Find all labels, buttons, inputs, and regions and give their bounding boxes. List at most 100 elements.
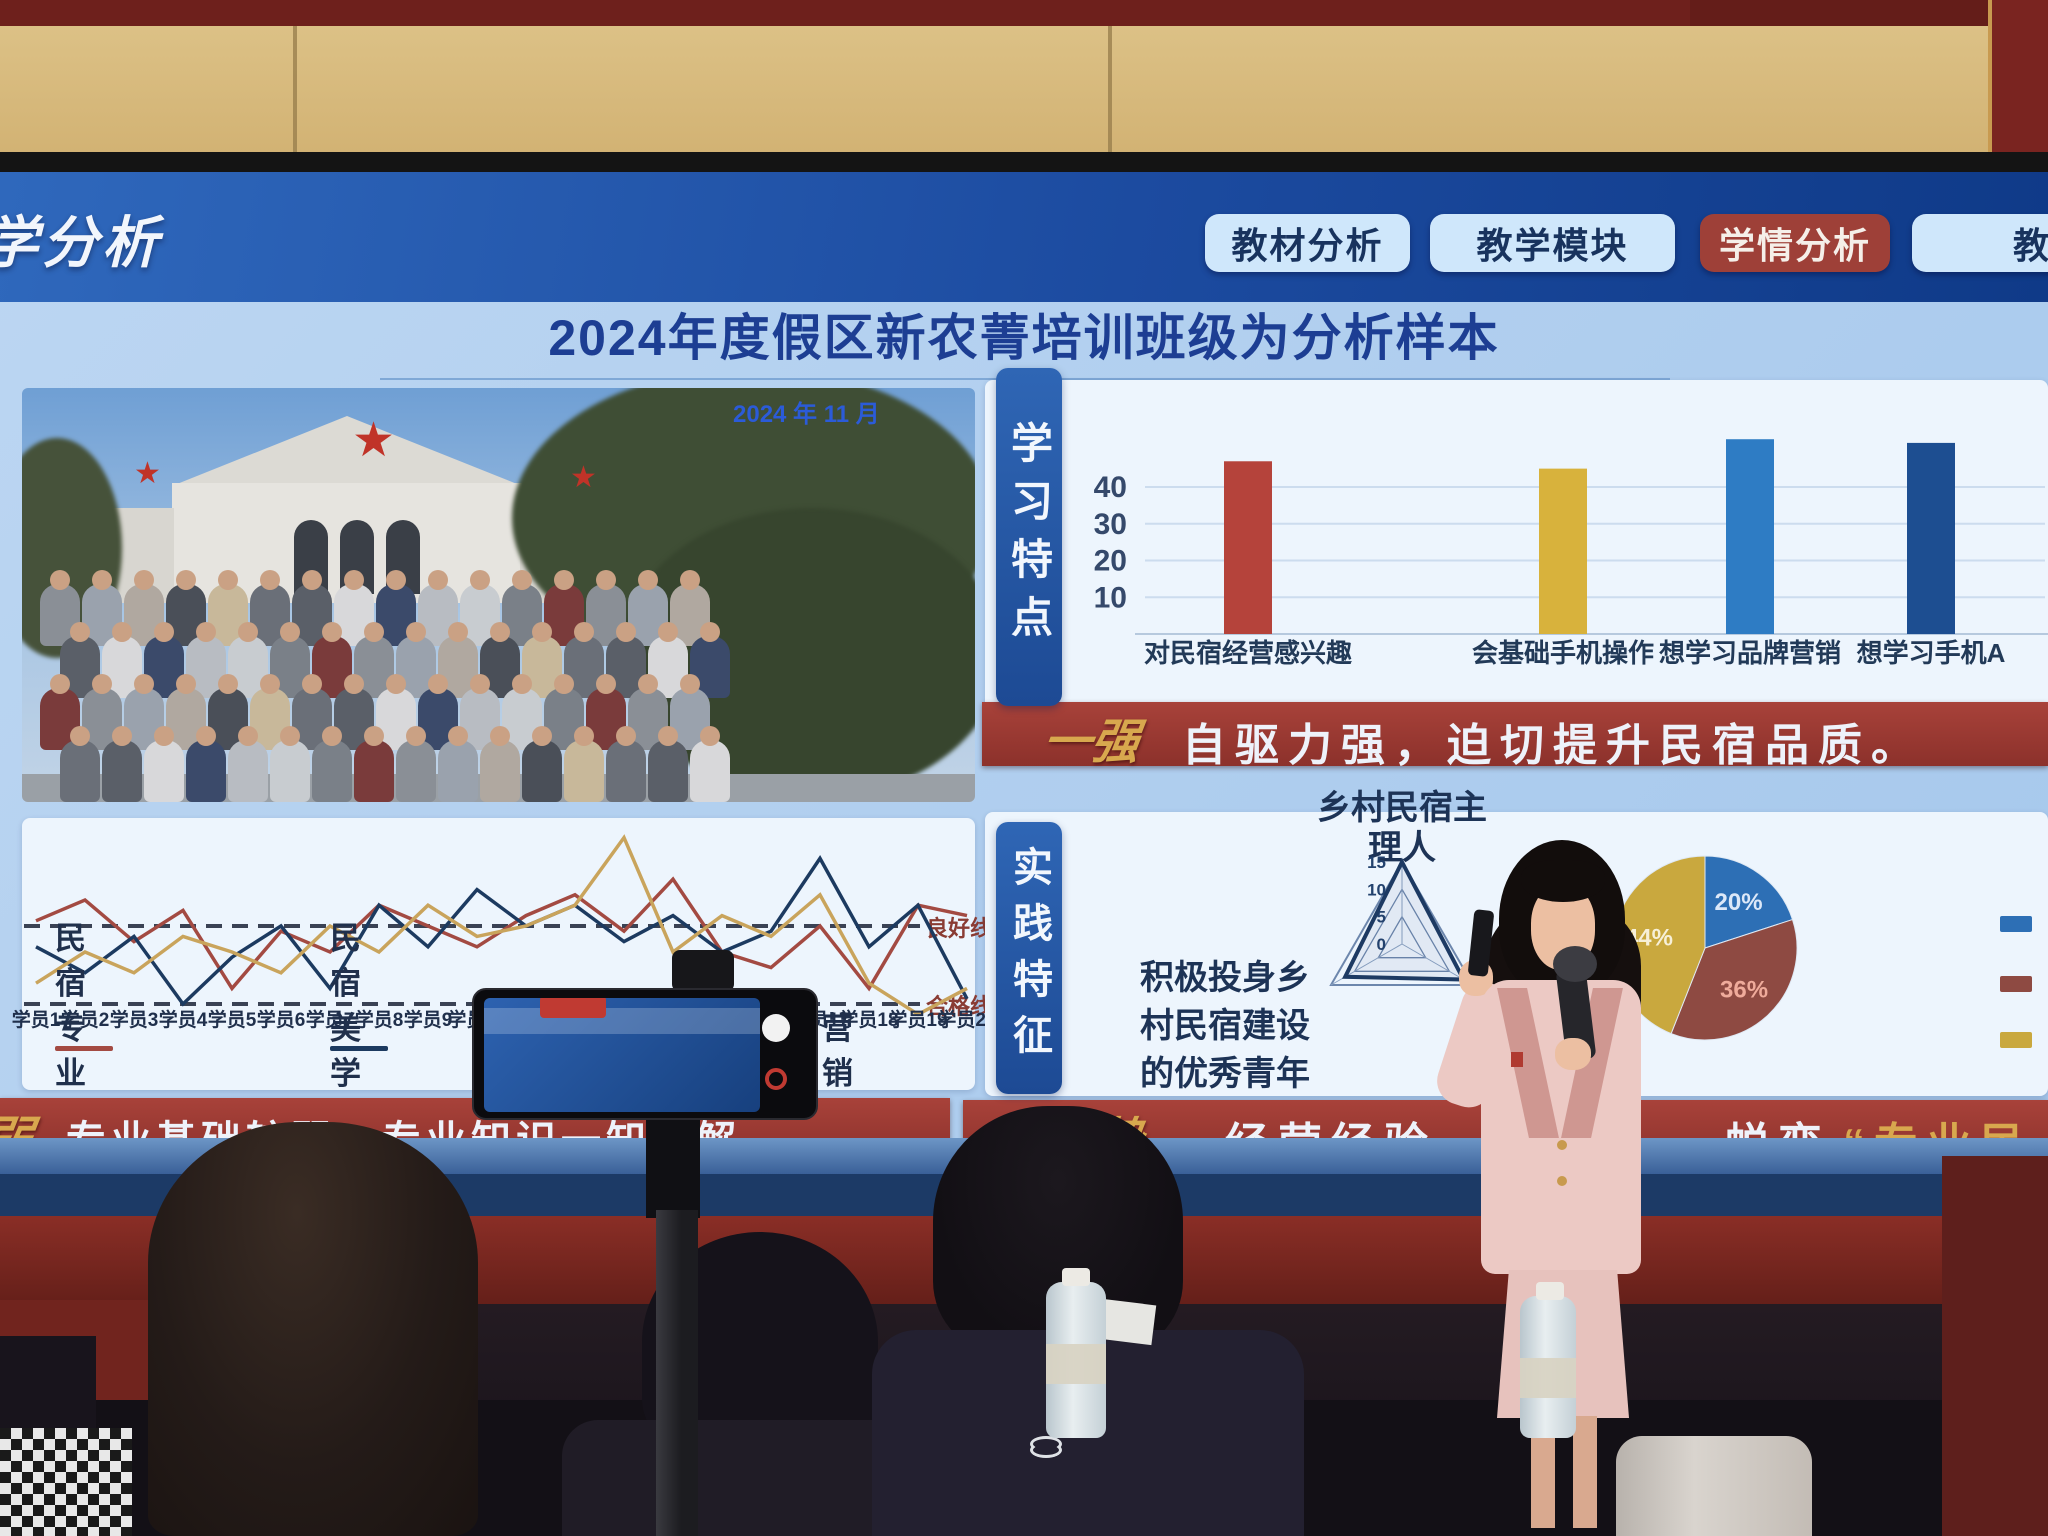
bottle-cap [1536,1282,1564,1300]
back-wall [0,26,2048,156]
banner-strong-tag: 一强 [1039,716,1143,769]
bar-1 [1539,468,1587,634]
water-bottle [1520,1282,1576,1438]
x-tick-label: 学员1 [12,1008,61,1031]
presenter-bangs [1521,860,1605,902]
radar-axis-title: 乡村民宿主 理人 [1317,789,1487,867]
banner-advantage-text: 经营经验 [1225,1108,1437,1138]
practice-ribbon: 实践特征 [996,822,1062,1094]
pie-slice-1 [1670,918,1798,1041]
group-of-people [22,388,975,802]
red-curtain [1942,1156,2048,1536]
person [648,726,688,802]
slide-title: 2024年度假区新农菁培训班级为分析样本 [548,310,1500,366]
red-star-icon: ★ [134,457,161,490]
person [186,726,226,802]
banner-strong-text: 自驱力强，迫切提升民宿品质。 [1182,721,1924,770]
line-series-1 [35,855,969,1007]
x-tick-label: 学员9 [404,1008,453,1031]
person [270,726,310,802]
radar-tick-label: 0 [1377,935,1386,954]
red-pillar [1988,0,2048,158]
radar-ring [1377,915,1427,959]
person [60,726,100,802]
red-star-icon: ★ [570,461,597,494]
reference-line-label: 合格线 [926,994,992,1019]
person [606,726,646,802]
person [144,726,184,802]
bottle-label [1046,1344,1106,1384]
pie-legend-swatch-blue [2000,916,2032,932]
bar-category-label: 想学习手机A [1857,638,2006,668]
audience-woman-hair [148,1122,478,1536]
radar-tick-label: 10 [1367,880,1386,899]
paper-card [1097,1298,1157,1346]
houndstooth-garment [0,1428,132,1536]
radar-side-label: 积极投身乡 村民宿建设 的优秀青年 [1140,959,1310,1093]
phone-mount [672,950,734,992]
person [354,726,394,802]
y-tick-label: 40 [1094,471,1127,504]
presenter-leg [1573,1416,1597,1528]
line-series-0 [35,876,968,992]
reference-line-label: 良好线 [926,916,992,941]
bar-category-label: 会基础手机操作 [1472,638,1654,668]
presentation-screen: 学分析 教材分析 教学模块 学情分析 教 2024年度假区新农菁培训班级为分析样… [0,152,2048,1138]
y-tick-label: 10 [1094,581,1127,614]
pie-slice-0 [1704,855,1794,949]
white-pedestal [1616,1436,1812,1536]
x-tick-label: 学员18 [839,1008,898,1031]
tab-learner-analysis-active: 学情分析 [1700,214,1890,272]
x-tick-label: 学员8 [355,1008,404,1031]
radar-ring [1353,888,1451,972]
bar-3 [1907,442,1955,634]
x-tick-label: 学员6 [257,1008,306,1031]
person [228,726,268,802]
tab-teaching-material: 教材分析 [1205,214,1410,272]
photo-date-caption: 2024 年 11 月 [733,401,880,428]
legend-line-mark [55,1045,113,1051]
legend-line-mark [330,1045,388,1051]
radar-data-polygon [1342,857,1467,982]
record-indicator [540,998,606,1018]
line-series-2 [35,834,968,1017]
pie-slice-label: 36% [1720,977,1768,1004]
recording-phone [472,988,818,1120]
radar-ring [1329,859,1475,986]
y-tick-label: 30 [1094,508,1127,541]
person [690,726,730,802]
person [438,726,478,802]
wall-seam [1108,26,1112,156]
under-armour-logo [1030,1436,1062,1458]
tab-clipped: 教 [1912,214,2048,272]
water-bottle [1046,1268,1106,1438]
x-tick-label: 学员2 [61,1008,110,1031]
tab-teaching-module: 教学模块 [1430,214,1675,272]
person [292,674,332,750]
bar-0 [1224,461,1272,634]
bottle-cap [1062,1268,1090,1286]
person [480,726,520,802]
person [102,726,142,802]
x-tick-label: 学员7 [306,1008,355,1031]
record-button [765,1068,787,1090]
radar-tick-label: 15 [1367,853,1386,872]
blazer-button [1557,1176,1567,1186]
pie-legend-swatch-red [2000,976,2032,992]
phone-screen-content [484,1008,760,1034]
bar-2 [1726,439,1774,634]
tripod-pole [656,1210,698,1536]
radar-tick-label: 5 [1377,908,1386,927]
person [312,726,352,802]
radar-chart: 0 5 10 15 [1329,853,1475,986]
shutter-button [762,1014,790,1042]
banner-strong: 一强 自驱力强，迫切提升民宿品质。 [982,702,2048,770]
person [522,726,562,802]
bottle-label [1520,1358,1576,1398]
microphone-head [1553,946,1597,982]
pie-legend-swatch-yellow [2000,1032,2032,1048]
